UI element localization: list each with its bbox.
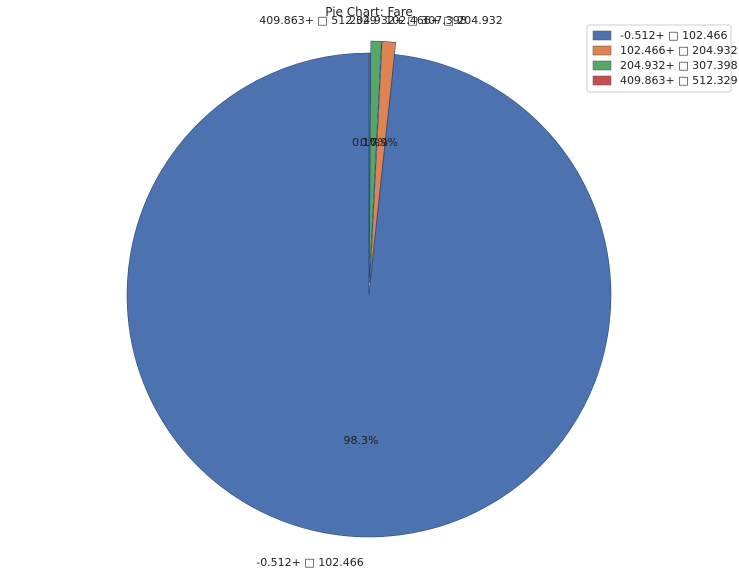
category-label: 409.863+ □ 512.329 — [259, 14, 377, 27]
percent-label: 0.1% — [352, 136, 380, 149]
percent-labels: 98.3% 0.9%0.7%0.1% — [344, 136, 398, 447]
legend-swatch — [592, 30, 612, 41]
legend-label: 409.863+ □ 512.329 — [620, 74, 738, 87]
pie-slices — [126, 40, 612, 538]
category-label: 204.932+ □ 307.398 — [349, 14, 467, 27]
legend-box — [586, 24, 732, 93]
percent-label: 98.3% — [344, 434, 379, 447]
pie-slice — [369, 41, 397, 284]
pie-slice — [369, 40, 382, 284]
legend: -0.512+ □ 102.466 102.466+ □ 204.932 204.9… — [586, 24, 738, 93]
percent-label: 0.7% — [360, 136, 388, 149]
category-label: 102.466+ □ 204.932 — [385, 14, 503, 27]
legend-label: 204.932+ □ 307.398 — [620, 59, 738, 72]
category-labels: -0.512+ □ 102.466 102.466+ □ 204.932204.9… — [256, 14, 503, 569]
chart-title: Pie Chart: Fare — [325, 5, 413, 19]
legend-swatch — [592, 60, 612, 71]
legend-label: 102.466+ □ 204.932 — [620, 44, 738, 57]
legend-label: -0.512+ □ 102.466 — [620, 29, 728, 42]
legend-swatch — [592, 45, 612, 56]
percent-label: 0.9% — [370, 136, 398, 149]
category-label: -0.512+ □ 102.466 — [256, 556, 364, 569]
pie-slice — [368, 52, 371, 296]
legend-swatch — [592, 75, 612, 86]
